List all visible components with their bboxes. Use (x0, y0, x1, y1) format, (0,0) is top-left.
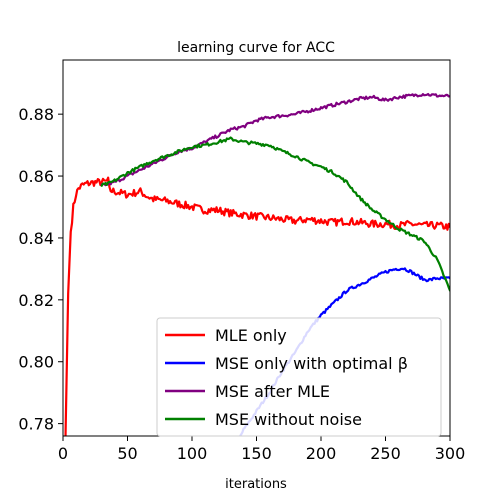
x-tick-label: 100 (177, 444, 208, 463)
legend-label: MLE only (215, 326, 287, 345)
x-tick-label: 50 (117, 444, 137, 463)
chart-title: learning curve for ACC (177, 40, 335, 56)
y-tick-label: 0.80 (18, 353, 54, 372)
x-tick-label: 250 (370, 444, 401, 463)
legend: MLE only MSE only with optimal β MSE after… (156, 317, 442, 437)
x-tick-label: 300 (435, 444, 466, 463)
y-tick-label: 0.86 (18, 167, 54, 186)
y-tick-label: 0.78 (18, 415, 54, 434)
legend-box (156, 317, 442, 437)
series-line-4 (100, 136, 450, 292)
x-axis-ticks: 0 50 100 150 200 250 300 (58, 436, 465, 463)
x-tick-label: 0 (58, 444, 68, 463)
y-tick-label: 0.84 (18, 229, 54, 248)
series-line-1 (64, 176, 450, 436)
y-tick-label: 0.82 (18, 291, 54, 310)
x-tick-label: 150 (241, 444, 272, 463)
legend-label: MSE after MLE (215, 382, 330, 401)
legend-label: MSE only with optimal β (215, 354, 408, 373)
y-tick-label: 0.88 (18, 105, 54, 124)
x-axis-label: iterations (225, 477, 287, 492)
legend-label: MSE without noise (215, 410, 362, 429)
y-axis-ticks: 0.78 0.80 0.82 0.84 0.86 0.88 (18, 105, 63, 434)
x-tick-label: 200 (306, 444, 337, 463)
series-line-3 (100, 92, 450, 187)
